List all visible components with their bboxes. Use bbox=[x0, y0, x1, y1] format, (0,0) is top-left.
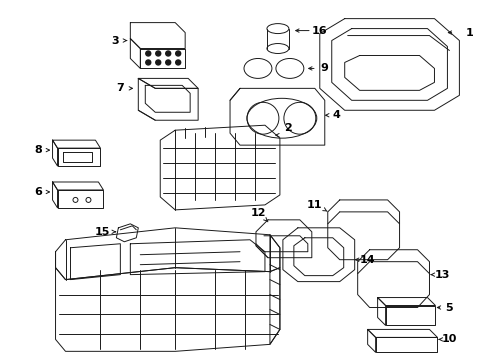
Circle shape bbox=[166, 51, 171, 56]
Text: 1: 1 bbox=[466, 28, 473, 37]
Circle shape bbox=[156, 51, 161, 56]
Text: 5: 5 bbox=[445, 302, 453, 312]
Circle shape bbox=[166, 60, 171, 65]
Text: 8: 8 bbox=[35, 145, 43, 155]
Text: 3: 3 bbox=[112, 36, 119, 46]
Text: 6: 6 bbox=[35, 187, 43, 197]
Circle shape bbox=[176, 51, 181, 56]
Circle shape bbox=[146, 60, 151, 65]
Text: 12: 12 bbox=[250, 208, 266, 218]
Text: 16: 16 bbox=[312, 26, 328, 36]
Text: 4: 4 bbox=[333, 110, 341, 120]
Circle shape bbox=[156, 60, 161, 65]
Circle shape bbox=[176, 60, 181, 65]
Text: 10: 10 bbox=[441, 334, 457, 345]
Text: 7: 7 bbox=[117, 84, 124, 93]
Text: 14: 14 bbox=[360, 255, 375, 265]
Text: 9: 9 bbox=[321, 63, 329, 73]
Text: 15: 15 bbox=[95, 227, 110, 237]
Text: 13: 13 bbox=[435, 270, 450, 280]
Circle shape bbox=[146, 51, 151, 56]
Text: 11: 11 bbox=[307, 200, 322, 210]
Text: 2: 2 bbox=[284, 123, 292, 133]
